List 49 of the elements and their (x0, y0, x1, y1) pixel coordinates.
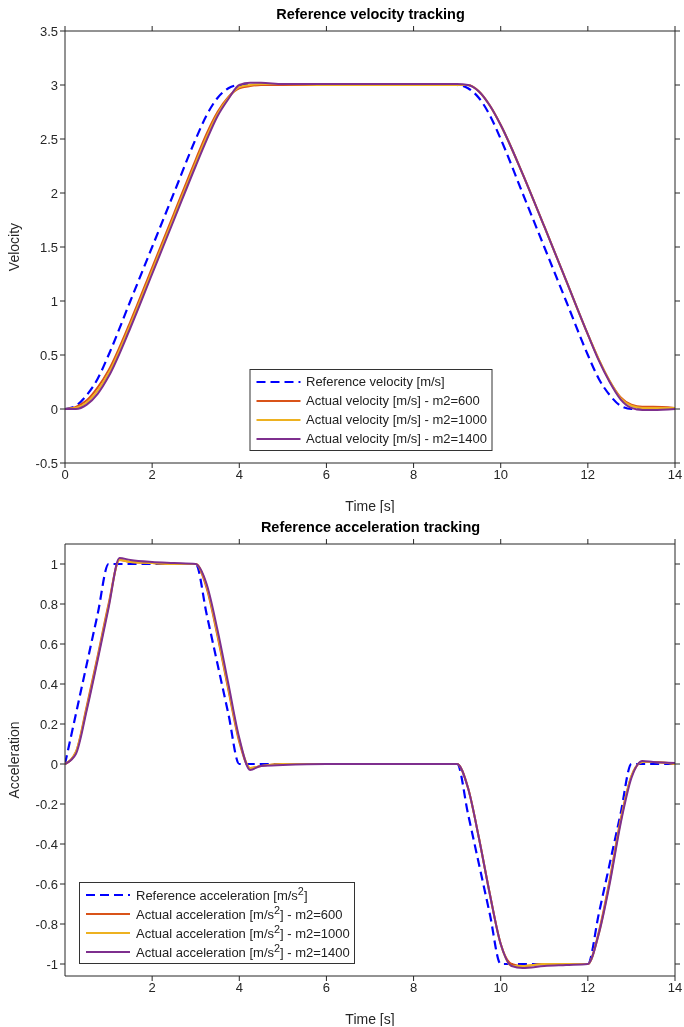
y-tick-label: 0.5 (39, 347, 58, 363)
y-tick-label: 0 (50, 401, 58, 417)
y-tick-label: 0.8 (39, 596, 58, 612)
legend-label: Reference acceleration [m/s$^{2}$] (136, 885, 308, 904)
y-tick-label: -0.5 (35, 455, 58, 471)
x-tick-label: 8 (409, 467, 418, 483)
legend-label: Actual velocity [m/s] - m2=1400 (306, 431, 487, 446)
x-tick-label: 4 (235, 980, 243, 996)
y-tick-label: 0 (50, 756, 58, 772)
y-tick-label: -1 (46, 956, 58, 972)
x-tick-label: 6 (322, 467, 331, 483)
x-tick-label: 10 (493, 467, 508, 483)
legend-label: Actual acceleration [m/s$^{2}$] - m2=600 (136, 904, 343, 923)
y-axis-title: Velocity (5, 222, 22, 272)
chart-title: Reference acceleration tracking (259, 519, 482, 535)
y-tick-label: 0.4 (39, 676, 58, 692)
y-tick-label: 2.5 (39, 131, 58, 147)
x-tick-label: 0 (61, 467, 69, 483)
x-tick-label: 6 (322, 980, 331, 996)
legend-label: Actual velocity [m/s] - m2=600 (306, 393, 480, 408)
y-tick-label: 1 (50, 293, 58, 309)
y-tick-label: -0.8 (35, 916, 58, 932)
y-tick-label: 0.6 (39, 636, 58, 652)
x-tick-label: 8 (409, 980, 418, 996)
y-tick-label: -0.2 (35, 796, 58, 812)
legend-label: Reference velocity [m/s] (306, 374, 445, 389)
x-tick-label: 2 (148, 467, 156, 483)
x-tick-label: 14 (667, 980, 683, 996)
y-tick-label: -0.6 (35, 876, 58, 892)
x-tick-label: 14 (667, 467, 683, 483)
legend-label: Actual acceleration [m/s$^{2}$] - m2=1400 (136, 942, 350, 961)
chart-title: Reference velocity tracking (275, 6, 466, 22)
y-tick-label: 3 (50, 77, 58, 93)
y-tick-label: -0.4 (35, 836, 58, 852)
x-tick-label: 2 (148, 980, 156, 996)
y-tick-label: 0.2 (39, 716, 58, 732)
y-axis-title: Acceleration (5, 721, 22, 799)
y-tick-label: 1.5 (39, 239, 58, 255)
x-axis-title: Time [s] (345, 1011, 395, 1027)
x-tick-label: 12 (580, 467, 596, 483)
y-tick-label: 2 (50, 185, 58, 201)
legend-label: Actual velocity [m/s] - m2=1000 (306, 412, 487, 427)
y-tick-label: 3.5 (39, 23, 58, 39)
x-tick-label: 10 (493, 980, 508, 996)
y-tick-label: 1 (50, 556, 58, 572)
legend-label: Actual acceleration [m/s$^{2}$] - m2=1000 (136, 923, 350, 942)
x-tick-label: 12 (580, 980, 596, 996)
x-axis-title: Time [s] (345, 498, 395, 514)
x-tick-label: 4 (235, 467, 243, 483)
